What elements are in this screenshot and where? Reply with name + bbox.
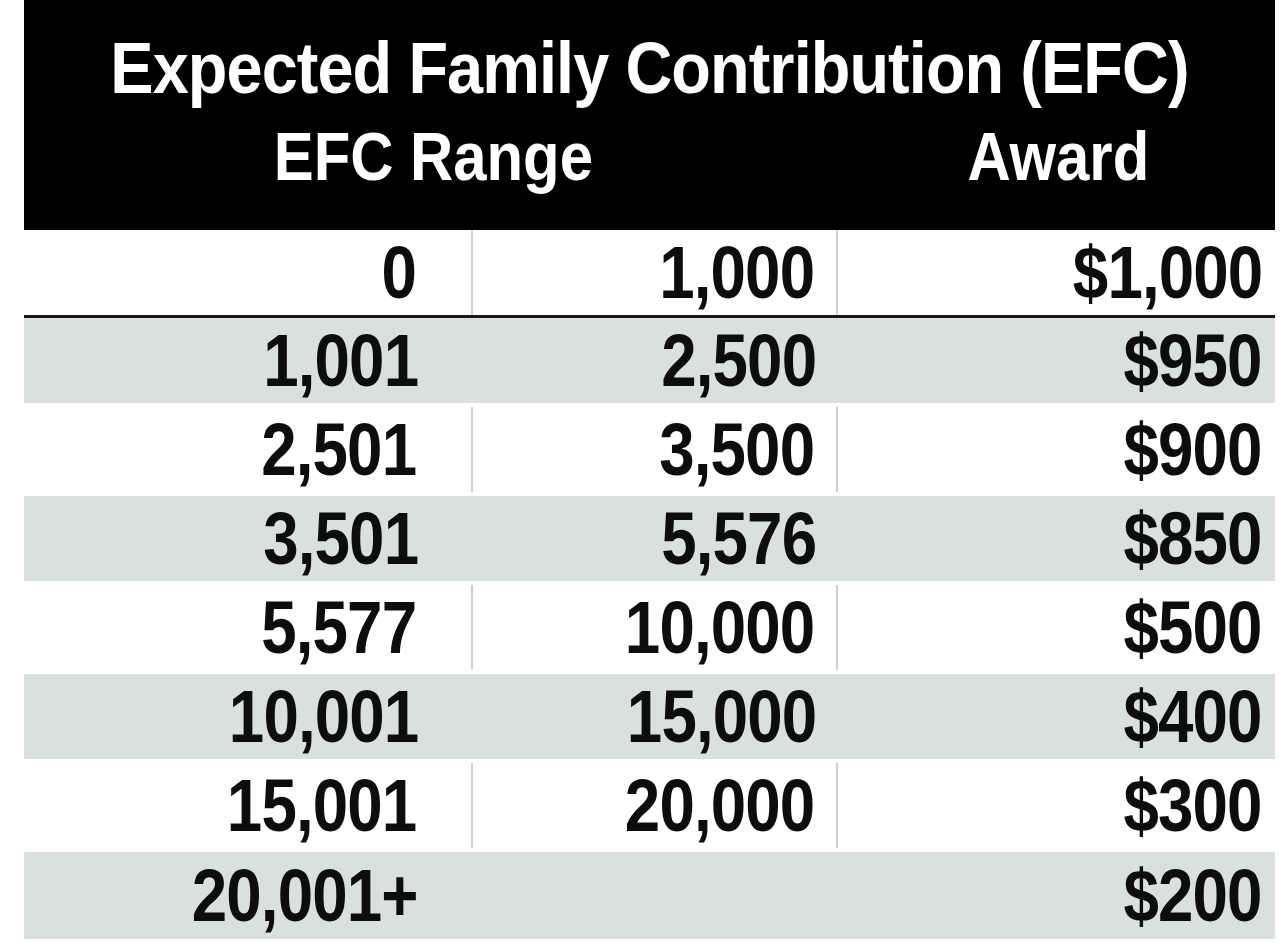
table-row: 15,001 20,000 $300 bbox=[24, 763, 1275, 848]
efc-range-max-value: 15,000 bbox=[627, 674, 816, 759]
efc-range-max-value: 10,000 bbox=[625, 585, 814, 670]
efc-range-min-cell: 0 bbox=[24, 230, 473, 315]
efc-range-max-value: 2,500 bbox=[661, 318, 816, 403]
table-row: 1,001 2,500 $950 bbox=[24, 318, 1275, 403]
efc-range-min-cell: 5,577 bbox=[24, 585, 473, 670]
efc-range-min-cell: 15,001 bbox=[24, 763, 473, 848]
award-value: $500 bbox=[1124, 585, 1262, 670]
efc-range-max-cell bbox=[473, 852, 838, 939]
efc-range-min-value: 20,001+ bbox=[192, 853, 418, 938]
efc-range-max-value: 20,000 bbox=[625, 763, 814, 848]
award-value: $300 bbox=[1124, 763, 1262, 848]
efc-range-min-cell: 20,001+ bbox=[24, 852, 473, 939]
efc-award-table: Expected Family Contribution (EFC) EFC R… bbox=[24, 0, 1275, 943]
award-cell: $1,000 bbox=[838, 230, 1275, 315]
award-cell: $950 bbox=[838, 318, 1275, 403]
efc-range-max-cell: 1,000 bbox=[473, 230, 838, 315]
efc-range-max-cell: 15,000 bbox=[473, 674, 838, 759]
efc-table-figure: Expected Family Contribution (EFC) EFC R… bbox=[0, 0, 1282, 943]
table-body: 0 1,000 $1,000 1,001 2,500 $950 2,501 3,500 $900… bbox=[24, 230, 1275, 939]
efc-range-min-value: 2,501 bbox=[261, 407, 416, 492]
table-title: Expected Family Contribution (EFC) bbox=[87, 26, 1213, 110]
efc-range-min-value: 3,501 bbox=[263, 496, 418, 581]
efc-range-min-cell: 10,001 bbox=[24, 674, 473, 759]
table-row: 5,577 10,000 $500 bbox=[24, 585, 1275, 670]
efc-range-min-value: 15,001 bbox=[227, 763, 416, 848]
efc-range-max-value: 1,000 bbox=[659, 230, 814, 315]
award-value: $1,000 bbox=[1073, 230, 1262, 315]
award-cell: $400 bbox=[838, 674, 1275, 759]
table-row: 10,001 15,000 $400 bbox=[24, 674, 1275, 759]
efc-range-min-cell: 2,501 bbox=[24, 407, 473, 492]
table-row: 3,501 5,576 $850 bbox=[24, 496, 1275, 581]
award-cell: $200 bbox=[838, 852, 1275, 939]
efc-range-min-cell: 3,501 bbox=[24, 496, 473, 581]
award-cell: $500 bbox=[838, 585, 1275, 670]
efc-range-max-cell: 2,500 bbox=[473, 318, 838, 403]
award-value: $400 bbox=[1124, 674, 1262, 759]
table-header: Expected Family Contribution (EFC) EFC R… bbox=[24, 0, 1275, 230]
table-row: 20,001+ $200 bbox=[24, 852, 1275, 939]
award-value: $900 bbox=[1124, 407, 1262, 492]
award-value: $950 bbox=[1124, 318, 1262, 403]
award-value: $850 bbox=[1124, 496, 1262, 581]
efc-range-min-value: 0 bbox=[381, 230, 416, 315]
efc-range-min-cell: 1,001 bbox=[24, 318, 473, 403]
efc-range-max-cell: 5,576 bbox=[473, 496, 838, 581]
efc-range-max-value: 5,576 bbox=[661, 496, 816, 581]
award-value: $200 bbox=[1124, 853, 1262, 938]
efc-range-header-label: EFC Range bbox=[273, 118, 592, 194]
efc-range-max-cell: 3,500 bbox=[473, 407, 838, 492]
award-cell: $850 bbox=[838, 496, 1275, 581]
efc-range-min-value: 1,001 bbox=[263, 318, 418, 403]
column-headers-row: EFC Range Award bbox=[24, 118, 1275, 194]
column-header-award: Award bbox=[842, 118, 1275, 194]
efc-range-max-value: 3,500 bbox=[659, 407, 814, 492]
table-row: 2,501 3,500 $900 bbox=[24, 407, 1275, 492]
efc-range-min-value: 5,577 bbox=[261, 585, 416, 670]
award-cell: $900 bbox=[838, 407, 1275, 492]
column-header-efc-range: EFC Range bbox=[24, 118, 842, 194]
award-cell: $300 bbox=[838, 763, 1275, 848]
award-header-label: Award bbox=[968, 118, 1150, 194]
efc-range-max-cell: 20,000 bbox=[473, 763, 838, 848]
table-row: 0 1,000 $1,000 bbox=[24, 230, 1275, 318]
efc-range-max-cell: 10,000 bbox=[473, 585, 838, 670]
efc-range-min-value: 10,001 bbox=[229, 674, 418, 759]
